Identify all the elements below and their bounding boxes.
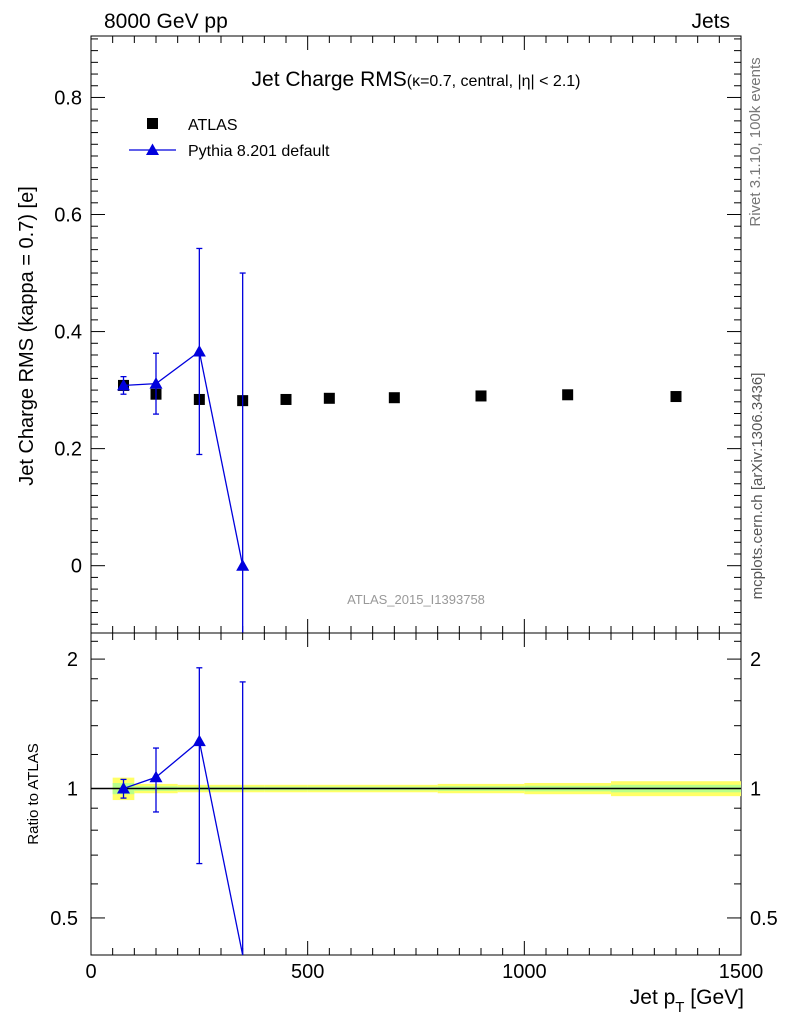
pythia-data-point bbox=[236, 559, 250, 571]
main-y-axis-label: Jet Charge RMS (kappa = 0.7) [e] bbox=[16, 186, 38, 486]
atlas-data-point bbox=[323, 392, 335, 404]
pythia-series-line bbox=[123, 350, 244, 566]
atlas-data-point bbox=[280, 393, 292, 405]
ratio-series-layer bbox=[117, 667, 246, 956]
ratio-pythia-line bbox=[123, 739, 244, 956]
ratio-y-tick-label-left: 2 bbox=[67, 649, 78, 671]
ratio-panel: 0.5 0.5 1 1 2 2 0 500 1000 1500 Ratio to ATLAS J… bbox=[25, 632, 778, 1016]
ratio-ticks bbox=[90, 633, 742, 955]
atlas-data-point bbox=[562, 389, 574, 401]
x-axis-label-main: Jet p bbox=[630, 986, 676, 1009]
ratio-pythia-data-point bbox=[192, 734, 206, 747]
y-tick-label: 0.6 bbox=[54, 205, 82, 227]
ratio-band-layer bbox=[91, 777, 741, 801]
ratio-y-tick-label-right: 2 bbox=[750, 649, 761, 671]
atlas-data-point bbox=[388, 392, 400, 404]
y-tick-label: 0.4 bbox=[54, 322, 82, 344]
x-tick-labels: 0 500 1000 1500 bbox=[85, 961, 763, 983]
main-ticks bbox=[90, 36, 742, 633]
ratio-y-tick-label-right: 1 bbox=[750, 779, 761, 801]
legend-label-pythia: Pythia 8.201 default bbox=[188, 143, 330, 160]
ratio-y-axis-label: Ratio to ATLAS bbox=[25, 743, 42, 844]
legend-label-atlas: ATLAS bbox=[188, 117, 238, 134]
main-panel: 0 0.2 0.4 0.6 0.8 Jet Charge RMS(κ=0.7, cent… bbox=[16, 35, 742, 634]
chart-title: Jet Charge RMS(κ=0.7, central, |η| < 2.1… bbox=[252, 68, 581, 91]
process-label: Jets bbox=[691, 10, 730, 33]
ratio-y-tick-labels: 0.5 0.5 1 1 2 2 bbox=[50, 649, 778, 930]
ratio-y-tick-label-left: 0.5 bbox=[50, 908, 78, 930]
arxiv-label: mcplots.cern.ch [arXiv:1306.3436] bbox=[749, 373, 766, 600]
legend-marker-pythia bbox=[146, 143, 159, 155]
ratio-y-tick-label-left: 1 bbox=[67, 779, 78, 801]
x-axis-label: Jet pT [GeV] bbox=[630, 986, 744, 1016]
analysis-id-label: ATLAS_2015_I1393758 bbox=[347, 592, 485, 607]
y-tick-label: 0 bbox=[71, 556, 82, 578]
energy-label: 8000 GeV pp bbox=[104, 10, 228, 33]
chart-title-main: Jet Charge RMS bbox=[252, 68, 407, 91]
main-series-layer bbox=[117, 247, 682, 633]
x-axis-label-unit: [GeV] bbox=[684, 986, 744, 1009]
legend-marker-atlas bbox=[147, 118, 158, 129]
x-axis-label-sub: T bbox=[675, 999, 684, 1016]
legend: ATLAS Pythia 8.201 default bbox=[129, 117, 330, 160]
x-tick-label: 0 bbox=[85, 961, 96, 983]
pythia-data-point bbox=[192, 344, 206, 357]
atlas-data-point bbox=[670, 391, 682, 403]
chart-title-sub: (κ=0.7, central, |η| < 2.1) bbox=[407, 73, 581, 90]
atlas-data-point bbox=[475, 390, 487, 402]
pythia-data-point bbox=[149, 377, 163, 389]
x-tick-label: 1000 bbox=[502, 961, 547, 983]
y-tick-label: 0.2 bbox=[54, 439, 82, 461]
ratio-pythia-data-point bbox=[117, 782, 130, 794]
ratio-pythia-data-point bbox=[149, 770, 163, 783]
pythia-data-point bbox=[117, 378, 130, 391]
x-tick-label: 500 bbox=[291, 961, 324, 983]
main-y-tick-labels: 0 0.2 0.4 0.6 0.8 bbox=[54, 87, 82, 577]
y-tick-label: 0.8 bbox=[54, 87, 82, 109]
ratio-y-tick-label-right: 0.5 bbox=[750, 908, 778, 930]
rivet-label: Rivet 3.1.10, 100k events bbox=[747, 57, 764, 226]
x-tick-label: 1500 bbox=[719, 961, 764, 983]
